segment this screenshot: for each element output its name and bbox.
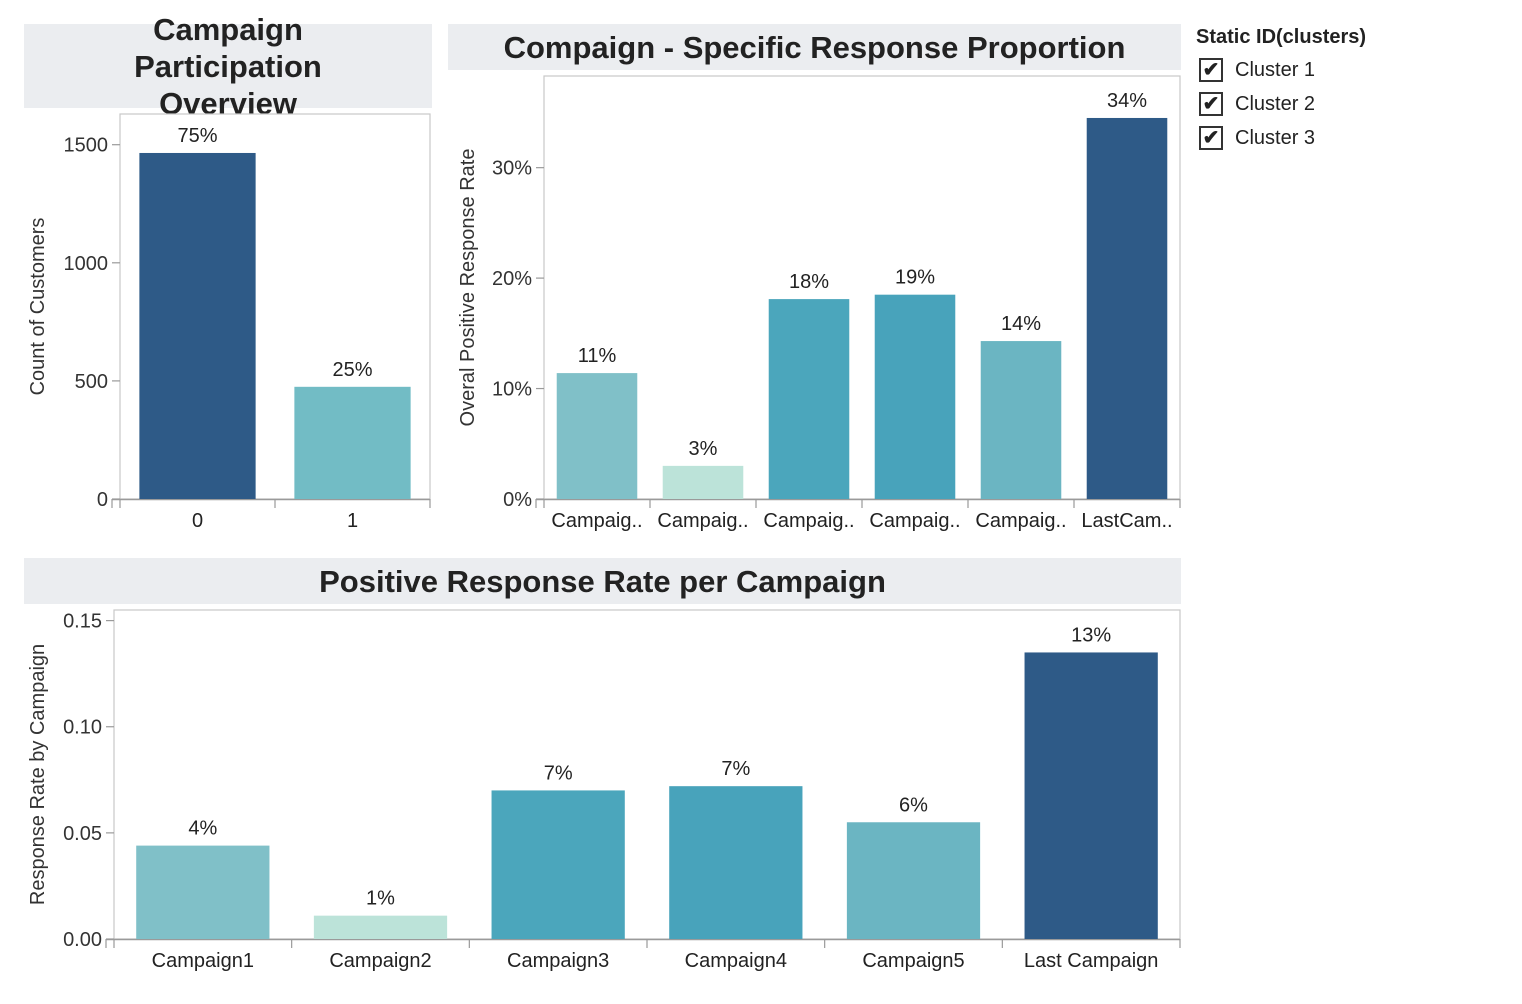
chart3-y-tick-label: 0.15 — [63, 611, 102, 633]
chart3-data-label: 7% — [544, 762, 573, 784]
legend-item-cluster-2[interactable]: ✔ Cluster 2 — [1196, 87, 1366, 121]
chart1-data-label: 75% — [177, 125, 217, 147]
chart1-data-label: 25% — [332, 359, 372, 381]
chart3-y-tick-label: 0.05 — [63, 823, 102, 845]
chart1-y-tick-label: 500 — [75, 371, 108, 393]
chart2-bar — [556, 373, 638, 499]
chart2-bar — [1086, 117, 1168, 500]
chart2-category-label: Campaig.. — [551, 510, 642, 532]
chart2-title: Compaign - Specific Response Proportion — [448, 24, 1181, 70]
chart3-category-label: Campaign2 — [329, 950, 431, 972]
chart3-data-label: 6% — [899, 794, 928, 816]
chart3-category-label: Campaign3 — [507, 950, 609, 972]
chart3-data-label: 4% — [188, 818, 217, 840]
chart3-category-label: Campaign4 — [685, 950, 787, 972]
chart3-bar — [313, 915, 448, 939]
legend-item-cluster-1[interactable]: ✔ Cluster 1 — [1196, 53, 1366, 87]
chart1-y-tick-label: 1000 — [64, 253, 109, 275]
legend-item-cluster-3[interactable]: ✔ Cluster 3 — [1196, 121, 1366, 155]
chart3-data-label: 1% — [366, 888, 395, 910]
chart3-y-axis-label: Response Rate by Campaign — [27, 644, 49, 905]
chart2-category-label: Campaig.. — [657, 510, 748, 532]
chart2-bar — [662, 465, 744, 499]
chart2-category-label: Campaig.. — [975, 510, 1066, 532]
chart3-data-label: 13% — [1071, 624, 1111, 646]
chart1-category-label: 0 — [192, 510, 203, 532]
chart2-category-label: LastCam.. — [1081, 510, 1172, 532]
chart3-plot-frame — [113, 609, 1181, 940]
chart3-bar — [136, 845, 270, 939]
chart2-plot-frame — [543, 75, 1181, 500]
chart3-y-tick-label: 0.00 — [63, 929, 102, 951]
chart2-data-label: 3% — [689, 438, 718, 460]
checkbox-cluster-2[interactable]: ✔ — [1199, 92, 1223, 116]
chart2-data-label: 11% — [578, 345, 617, 367]
chart3-category-label: Campaign1 — [152, 950, 254, 972]
chart3-title: Positive Response Rate per Campaign — [24, 558, 1181, 604]
chart2-y-axis-label: Overal Positive Response Rate — [457, 149, 479, 427]
chart2-y-tick-label: 30% — [492, 158, 532, 180]
chart2-data-label: 14% — [1001, 313, 1041, 335]
legend-label-cluster-1: Cluster 1 — [1235, 58, 1316, 81]
chart3-bar — [1024, 652, 1158, 939]
chart2-y-tick-label: 10% — [492, 379, 532, 401]
chart3-bar — [491, 790, 625, 939]
chart2-category-label: Campaig.. — [763, 510, 854, 532]
legend-label-cluster-3: Cluster 3 — [1235, 126, 1316, 149]
chart1-y-tick-label: 1500 — [64, 135, 109, 157]
chart1-y-tick-label: 0 — [97, 489, 108, 511]
chart2-y-tick-label: 0% — [503, 489, 532, 511]
checkbox-cluster-3[interactable]: ✔ — [1199, 126, 1223, 150]
chart3-data-label: 7% — [721, 758, 750, 780]
chart1-bar — [294, 386, 411, 499]
chart2-data-label: 19% — [895, 267, 935, 289]
chart1-bar — [139, 152, 256, 499]
chart2-bar — [874, 294, 956, 499]
chart3-bar — [669, 786, 803, 939]
chart2-category-label: Campaig.. — [869, 510, 960, 532]
chart2-bar — [768, 299, 850, 499]
chart1-y-axis-label: Count of Customers — [27, 218, 49, 396]
chart1-category-label: 1 — [347, 510, 358, 532]
chart3-category-label: Campaign5 — [862, 950, 964, 972]
chart3-y-tick-label: 0.10 — [63, 717, 102, 739]
chart3-category-label: Last Campaign — [1024, 950, 1159, 972]
chart2-data-label: 34% — [1107, 90, 1147, 112]
legend-title: Static ID(clusters) — [1196, 26, 1367, 48]
legend-label-cluster-2: Cluster 2 — [1235, 92, 1316, 115]
chart3-bar — [846, 822, 981, 939]
cluster-legend: Static ID(clusters) ✔ Cluster 1 ✔ Cluste… — [1196, 26, 1366, 155]
chart2-data-label: 18% — [789, 271, 829, 293]
chart2-y-tick-label: 20% — [492, 268, 532, 290]
checkbox-cluster-1[interactable]: ✔ — [1199, 58, 1223, 82]
chart2-bar — [980, 341, 1062, 499]
